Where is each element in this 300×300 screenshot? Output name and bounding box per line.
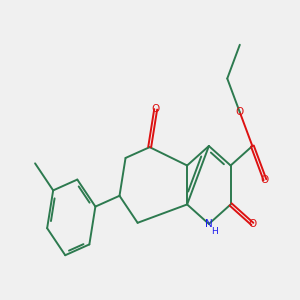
Text: O: O xyxy=(248,219,256,229)
Text: H: H xyxy=(212,227,218,236)
Text: O: O xyxy=(236,107,244,117)
Text: O: O xyxy=(152,104,160,114)
Text: N: N xyxy=(205,219,213,229)
Text: O: O xyxy=(261,175,269,185)
